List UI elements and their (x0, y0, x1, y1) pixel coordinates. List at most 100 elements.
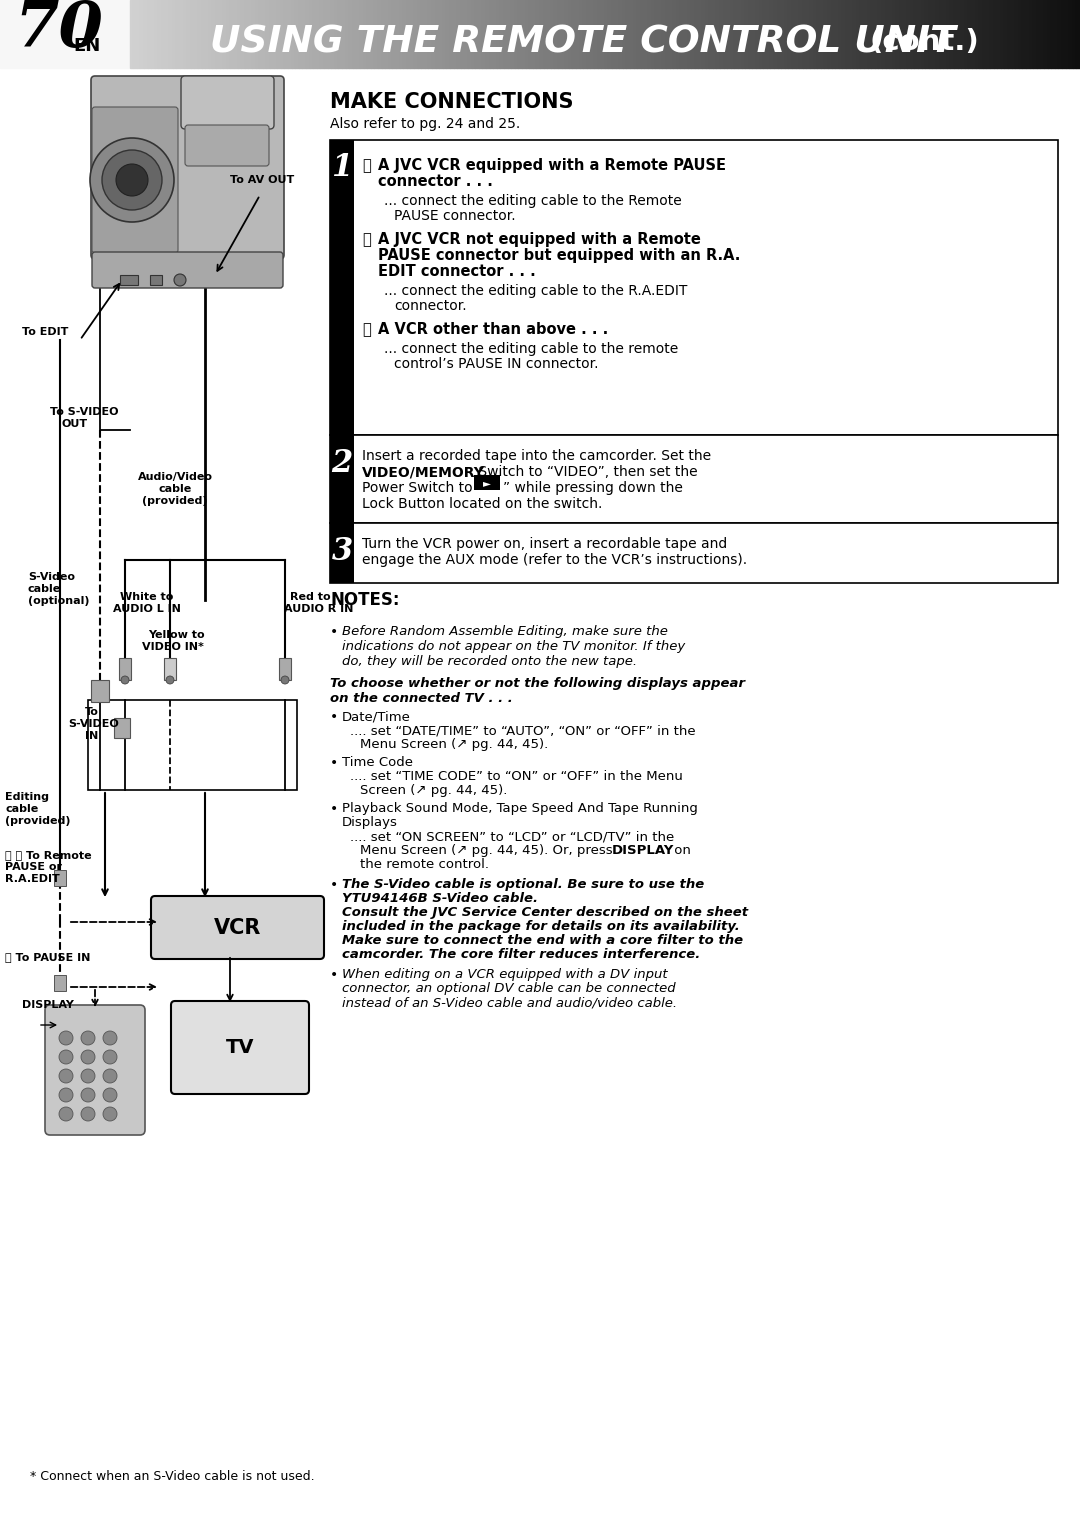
Bar (1029, 0, 1034, 67)
Circle shape (81, 1107, 95, 1121)
Bar (313, 0, 316, 67)
Circle shape (81, 1032, 95, 1046)
Text: •: • (330, 756, 338, 770)
Bar (114, 717, 130, 737)
Text: To S-VIDEO: To S-VIDEO (50, 406, 119, 417)
Text: ⒠ ⒡ To Remote: ⒠ ⒡ To Remote (5, 849, 92, 860)
Bar (986, 0, 990, 67)
Bar (316, 0, 321, 67)
Bar (645, 0, 648, 67)
Bar (389, 0, 392, 67)
Circle shape (81, 1088, 95, 1102)
Text: To AV OUT: To AV OUT (230, 175, 294, 185)
Text: •: • (330, 802, 338, 816)
Bar (608, 0, 612, 67)
Text: Screen (↗ pg. 44, 45).: Screen (↗ pg. 44, 45). (360, 783, 508, 797)
Text: ... connect the editing cable to the R.A.EDIT: ... connect the editing cable to the R.A… (384, 284, 687, 297)
Text: •: • (330, 625, 338, 639)
Bar (234, 0, 238, 67)
Bar (238, 0, 241, 67)
Text: cable: cable (28, 584, 62, 593)
Bar (764, 0, 767, 67)
Bar (702, 0, 705, 67)
Bar (3, 0, 8, 67)
Bar (137, 0, 140, 67)
Bar (120, 274, 138, 285)
Bar (94, 0, 97, 67)
Text: PAUSE connector.: PAUSE connector. (394, 208, 515, 222)
Bar (875, 0, 878, 67)
Bar (122, 0, 126, 67)
Circle shape (81, 1050, 95, 1064)
Text: 1: 1 (332, 152, 353, 184)
Bar (164, 658, 176, 681)
Bar (1004, 0, 1008, 67)
Bar (1062, 0, 1066, 67)
Bar (375, 0, 378, 67)
Bar (108, 0, 111, 67)
Bar (504, 0, 508, 67)
Bar (330, 435, 1058, 523)
Bar (537, 0, 540, 67)
Bar (651, 0, 656, 67)
Bar (119, 0, 122, 67)
Bar (659, 0, 662, 67)
Bar (360, 0, 364, 67)
Bar (656, 0, 659, 67)
Bar (910, 0, 915, 67)
Bar (745, 0, 748, 67)
Bar (1026, 0, 1029, 67)
Text: USING THE REMOTE CONTROL UNIT: USING THE REMOTE CONTROL UNIT (210, 25, 956, 60)
Bar (748, 0, 753, 67)
Bar (418, 0, 421, 67)
Text: Insert a recorded tape into the camcorder. Set the: Insert a recorded tape into the camcorde… (362, 449, 711, 463)
Text: .... set “DATE/TIME” to “AUTO”, “ON” or “OFF” in the: .... set “DATE/TIME” to “AUTO”, “ON” or … (350, 724, 696, 737)
Text: ” while pressing down the: ” while pressing down the (503, 481, 683, 495)
Bar (381, 0, 386, 67)
Bar (57, 0, 62, 67)
Circle shape (103, 1032, 117, 1046)
FancyBboxPatch shape (171, 1001, 309, 1095)
Bar (483, 0, 486, 67)
Text: DISPLAY: DISPLAY (612, 845, 674, 857)
Bar (356, 0, 360, 67)
Bar (997, 0, 1001, 67)
Bar (475, 0, 478, 67)
Bar (252, 0, 256, 67)
Text: ⒢ To PAUSE IN: ⒢ To PAUSE IN (5, 952, 91, 963)
Bar (346, 0, 349, 67)
Bar (11, 0, 14, 67)
Bar (792, 0, 796, 67)
FancyBboxPatch shape (151, 895, 324, 960)
Text: TV: TV (226, 1038, 254, 1056)
Bar (975, 0, 980, 67)
Bar (872, 0, 875, 67)
Text: Consult the JVC Service Center described on the sheet: Consult the JVC Service Center described… (342, 906, 748, 918)
Bar (208, 0, 213, 67)
Bar (25, 0, 29, 67)
Bar (753, 0, 756, 67)
Bar (861, 0, 864, 67)
Bar (486, 0, 489, 67)
Bar (1077, 0, 1080, 67)
Bar (648, 0, 651, 67)
Bar (554, 0, 558, 67)
Bar (364, 0, 367, 67)
Bar (954, 0, 958, 67)
Text: AUDIO R IN: AUDIO R IN (284, 604, 353, 615)
Bar (980, 0, 983, 67)
Bar (403, 0, 407, 67)
Text: PAUSE or: PAUSE or (5, 862, 62, 872)
Bar (267, 0, 270, 67)
Bar (626, 0, 630, 67)
Text: ... connect the editing cable to the Remote: ... connect the editing cable to the Rem… (384, 195, 681, 208)
Bar (79, 0, 83, 67)
Bar (867, 0, 872, 67)
Bar (310, 0, 313, 67)
Bar (472, 0, 475, 67)
Text: Playback Sound Mode, Tape Speed And Tape Running: Playback Sound Mode, Tape Speed And Tape… (342, 802, 698, 816)
Bar (338, 0, 342, 67)
Circle shape (174, 274, 186, 287)
Bar (1008, 0, 1012, 67)
Bar (176, 0, 180, 67)
